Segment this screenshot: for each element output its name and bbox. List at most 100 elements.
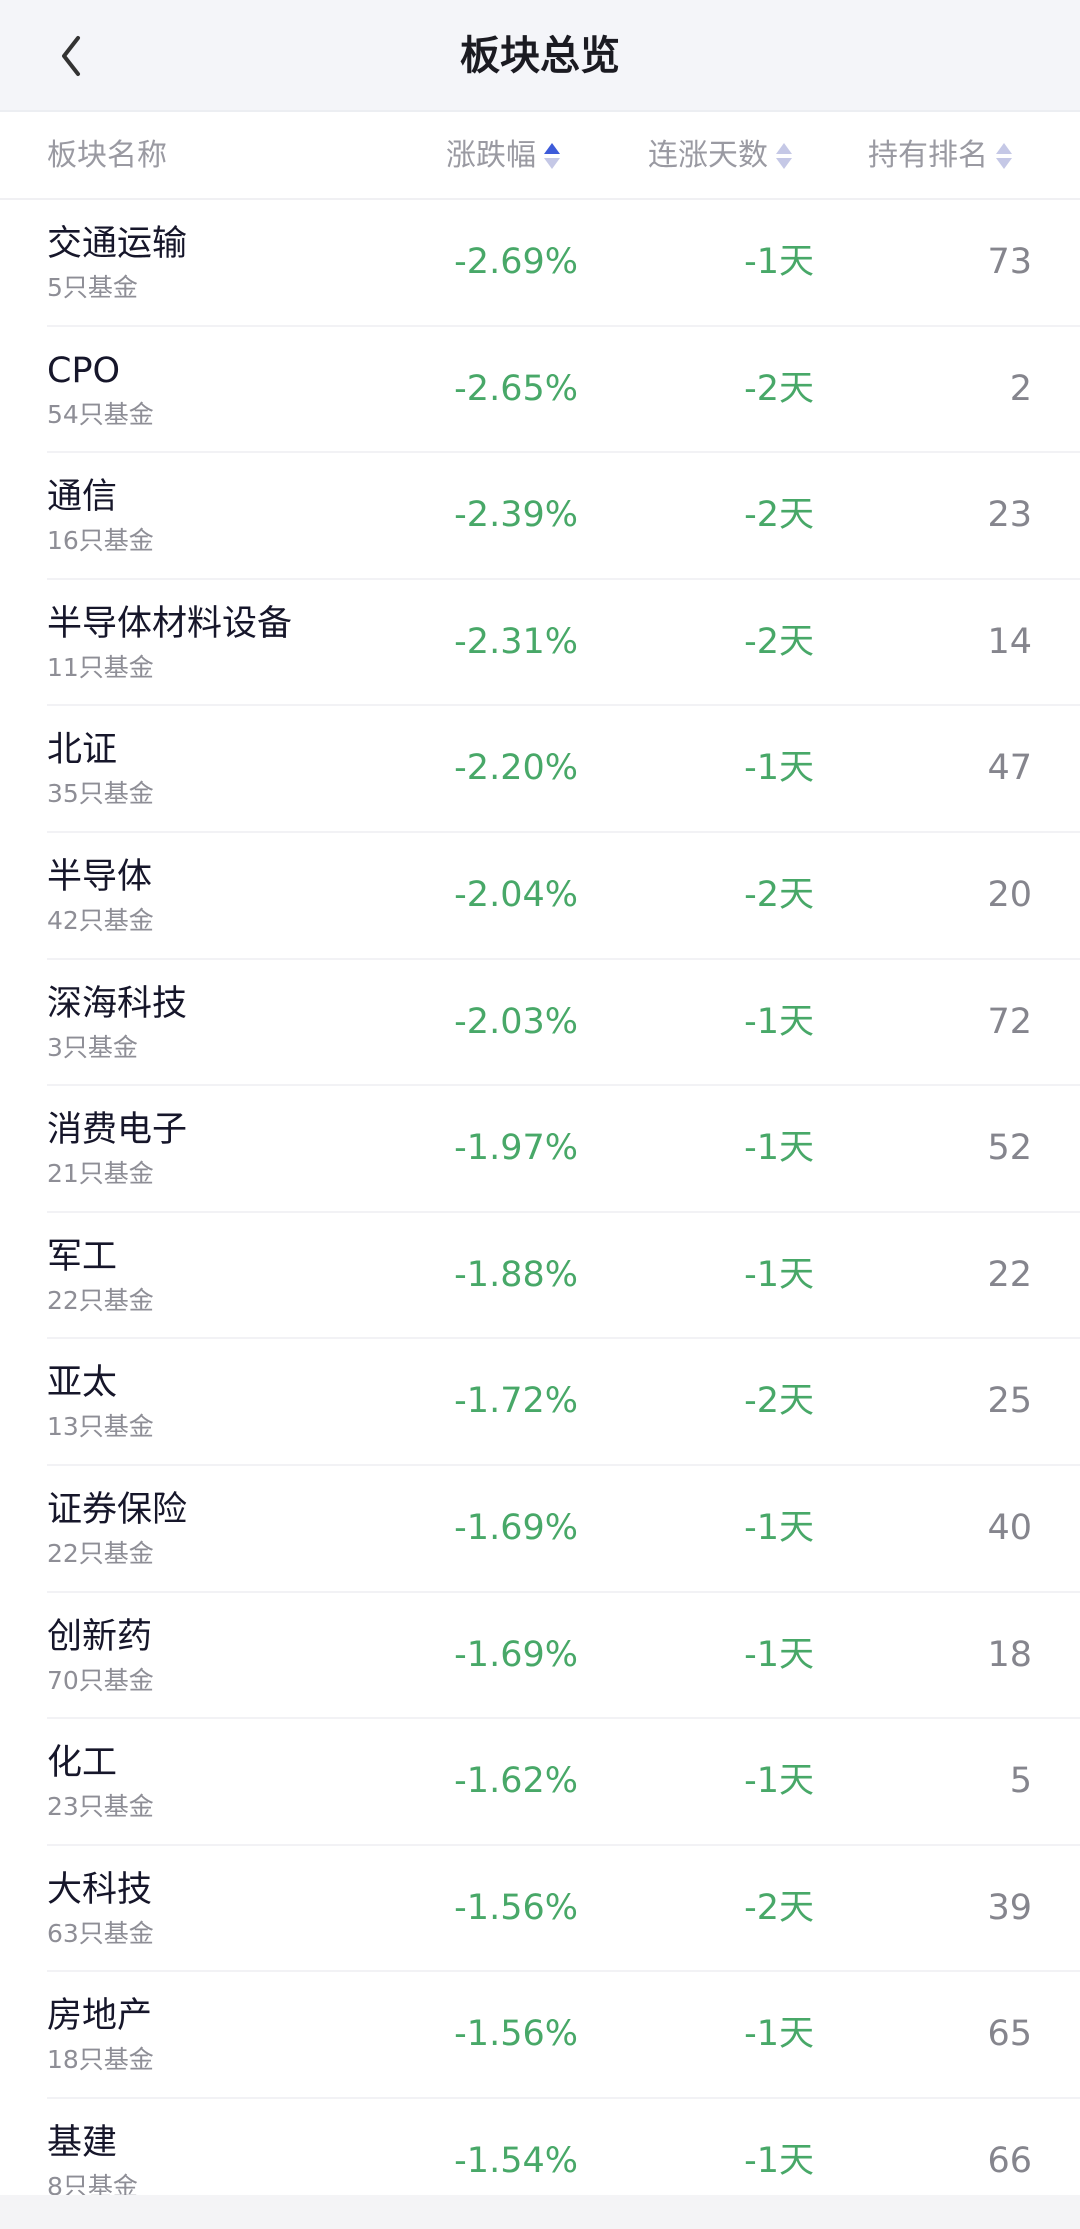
sector-name: CPO	[47, 350, 121, 391]
change-percent: -1.69%	[454, 1507, 578, 1548]
table-row[interactable]: 北证 35只基金 -2.20% -1天 47	[0, 706, 1080, 833]
table-row[interactable]: 大科技 63只基金 -1.56% -2天 39	[0, 1846, 1080, 1973]
sort-icon	[996, 143, 1012, 169]
fund-count: 5只基金	[47, 273, 138, 302]
sector-name: 通信	[47, 477, 118, 518]
fund-count: 63只基金	[47, 1918, 154, 1948]
holding-rank: 73	[987, 242, 1032, 282]
change-percent: -2.69%	[454, 242, 578, 282]
sector-name: 基建	[47, 2122, 118, 2163]
table-row[interactable]: 化工 23只基金 -1.62% -1天 5	[0, 1719, 1080, 1846]
change-percent: -1.97%	[454, 1128, 578, 1169]
table-row[interactable]: 房地产 18只基金 -1.56% -1天 65	[0, 1972, 1080, 2099]
holding-rank: 52	[987, 1128, 1032, 1169]
holding-rank: 18	[987, 1634, 1032, 1675]
holding-rank: 5	[1009, 1761, 1032, 1802]
change-percent: -2.20%	[454, 748, 578, 789]
fund-count: 54只基金	[47, 399, 154, 429]
fund-count: 42只基金	[47, 905, 154, 935]
sector-name: 消费电子	[47, 1110, 188, 1151]
holding-rank: 40	[987, 1507, 1032, 1548]
table-row[interactable]: 半导体 42只基金 -2.04% -2天 20	[0, 833, 1080, 960]
table-row[interactable]: 创新药 70只基金 -1.69% -1天 18	[0, 1593, 1080, 1720]
table-row[interactable]: 消费电子 21只基金 -1.97% -1天 52	[0, 1086, 1080, 1213]
back-button[interactable]	[52, 28, 92, 84]
streak-days: -1天	[744, 1634, 814, 1675]
streak-days: -1天	[744, 2014, 814, 2055]
fund-count: 70只基金	[47, 1665, 154, 1695]
streak-days: -1天	[744, 1001, 814, 1042]
streak-days: -1天	[744, 748, 814, 789]
change-percent: -1.54%	[454, 2140, 578, 2181]
table-row[interactable]: 亚太 13只基金 -1.72% -2天 25	[0, 1339, 1080, 1466]
streak-days: -1天	[744, 1254, 814, 1295]
column-header: 板块名称 涨跌幅 连涨天数 持有排名	[0, 112, 1080, 200]
fund-count: 13只基金	[47, 1412, 154, 1442]
holding-rank: 23	[987, 495, 1032, 536]
streak-days: -2天	[744, 495, 814, 536]
fund-count: 22只基金	[47, 1538, 154, 1568]
sort-streak-button[interactable]: 连涨天数	[648, 136, 792, 176]
table-row[interactable]: 基建 8只基金 -1.54% -1天 66	[0, 2099, 1080, 2195]
holding-rank: 66	[987, 2140, 1032, 2181]
sector-name: 军工	[47, 1236, 118, 1277]
holding-rank: 25	[987, 1381, 1032, 1422]
column-rank-label: 持有排名	[868, 138, 988, 173]
holding-rank: 2	[1009, 368, 1032, 409]
fund-count: 18只基金	[47, 2045, 154, 2075]
sector-name: 半导体	[47, 856, 153, 897]
fund-count: 21只基金	[47, 1159, 154, 1189]
change-percent: -2.31%	[454, 621, 578, 662]
table-row[interactable]: 半导体材料设备 11只基金 -2.31% -2天 14	[0, 580, 1080, 707]
top-bar: 板块总览	[0, 0, 1080, 112]
change-percent: -1.69%	[454, 1634, 578, 1675]
fund-count: 23只基金	[47, 1792, 154, 1822]
change-percent: -1.56%	[454, 2014, 578, 2055]
fund-count: 35只基金	[47, 779, 154, 809]
streak-days: -2天	[744, 1381, 814, 1422]
streak-days: -2天	[744, 621, 814, 662]
streak-days: -1天	[744, 1761, 814, 1802]
change-percent: -2.03%	[454, 1001, 578, 1042]
holding-rank: 20	[987, 874, 1032, 915]
chevron-left-icon	[62, 36, 80, 76]
page-title: 板块总览	[460, 33, 620, 79]
sector-name: 大科技	[47, 1869, 153, 1910]
sort-rank-button[interactable]: 持有排名	[868, 136, 1012, 176]
sector-name: 深海科技	[47, 983, 188, 1024]
column-name: 板块名称	[47, 138, 167, 173]
sort-icon	[776, 143, 792, 169]
sector-name: 证券保险	[47, 1489, 188, 1530]
table-row[interactable]: 通信 16只基金 -2.39% -2天 23	[0, 453, 1080, 580]
holding-rank: 72	[987, 1001, 1032, 1042]
table-row[interactable]: 证券保险 22只基金 -1.69% -1天 40	[0, 1466, 1080, 1593]
sector-name: 房地产	[47, 1996, 153, 2037]
column-streak-label: 连涨天数	[648, 138, 768, 173]
table-row[interactable]: 军工 22只基金 -1.88% -1天 22	[0, 1213, 1080, 1340]
bottom-bar	[0, 2195, 1080, 2229]
change-percent: -1.56%	[454, 1887, 578, 1928]
streak-days: -1天	[744, 2140, 814, 2181]
table-row[interactable]: CPO 54只基金 -2.65% -2天 2	[0, 327, 1080, 454]
holding-rank: 22	[987, 1254, 1032, 1295]
change-percent: -1.72%	[454, 1381, 578, 1422]
sector-name: 化工	[47, 1743, 118, 1784]
change-percent: -2.04%	[454, 874, 578, 915]
table-row[interactable]: 交通运输 5只基金 -2.69% -1天 73	[0, 200, 1080, 327]
change-percent: -2.65%	[454, 368, 578, 409]
holding-rank: 47	[987, 748, 1032, 789]
fund-count: 8只基金	[47, 2171, 138, 2195]
holding-rank: 39	[987, 1887, 1032, 1928]
holding-rank: 14	[987, 621, 1032, 662]
table-row[interactable]: 深海科技 3只基金 -2.03% -1天 72	[0, 960, 1080, 1087]
streak-days: -1天	[744, 1128, 814, 1169]
streak-days: -1天	[744, 242, 814, 282]
sort-change-button[interactable]: 涨跌幅	[446, 136, 560, 176]
change-percent: -1.62%	[454, 1761, 578, 1802]
column-change-label: 涨跌幅	[446, 138, 536, 173]
sector-list[interactable]: 交通运输 5只基金 -2.69% -1天 73 CPO 54只基金 -2.65% -2天 2 通信 1…	[0, 200, 1080, 2195]
fund-count: 16只基金	[47, 526, 154, 556]
holding-rank: 65	[987, 2014, 1032, 2055]
change-percent: -2.39%	[454, 495, 578, 536]
streak-days: -2天	[744, 368, 814, 409]
